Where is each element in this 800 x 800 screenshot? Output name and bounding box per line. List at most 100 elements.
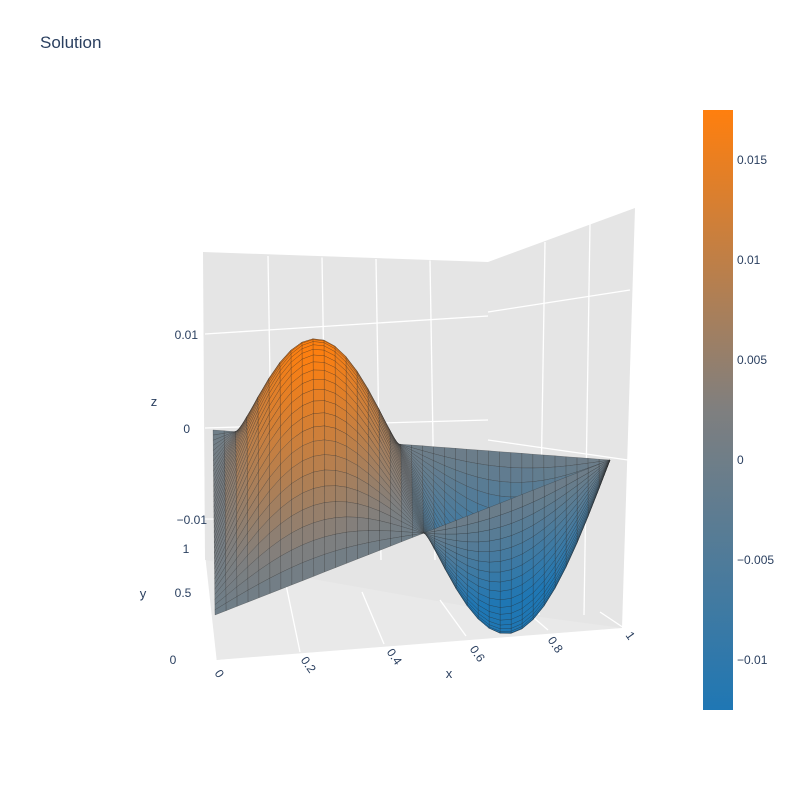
surface-cell <box>212 437 225 452</box>
surface-cell <box>213 454 225 482</box>
colorbar-tick-label: −0.01 <box>737 653 768 667</box>
surface-cell <box>312 361 325 371</box>
surface-cell <box>422 482 435 507</box>
surface-cell <box>235 459 248 493</box>
surface-cell <box>246 406 259 436</box>
z-axis-label: z <box>151 394 158 409</box>
surface-cell <box>312 349 325 356</box>
surface-cell <box>466 448 478 464</box>
x-tick-label: 0.8 <box>545 634 566 656</box>
colorbar-gradient <box>703 110 733 710</box>
surface-cell <box>335 470 347 488</box>
gridline-z <box>204 315 489 335</box>
surface-cell <box>346 516 358 533</box>
y-tick-label: 0.5 <box>175 586 192 600</box>
chart-title: Solution <box>40 33 102 52</box>
surface-cell <box>214 580 227 601</box>
surface-cell <box>236 554 249 578</box>
surface-cell <box>565 456 578 467</box>
surface-cell <box>214 552 226 580</box>
surface-cell <box>335 516 347 535</box>
surface-cell <box>488 550 501 563</box>
surface-cell <box>389 429 402 452</box>
surface-cell <box>247 492 259 524</box>
surface-cell <box>214 538 226 569</box>
surface-mesh[interactable] <box>212 338 611 634</box>
surface-cell <box>335 485 347 503</box>
surface-cell <box>477 449 489 466</box>
surface-cell <box>488 465 501 482</box>
surface-cell <box>214 602 227 616</box>
surface-cell <box>477 463 489 481</box>
surface-cell <box>532 453 545 469</box>
x-tick-label: 1 <box>623 629 638 643</box>
x-tick-label: 0.2 <box>298 654 319 676</box>
surface-cell <box>225 596 238 612</box>
colorbar-tick-label: 0 <box>737 453 744 467</box>
surface-cell <box>312 369 325 380</box>
surface-cell <box>488 479 501 497</box>
colorbar-tick-label: 0.005 <box>737 353 767 367</box>
colorbar-tick-label: −0.005 <box>737 553 774 567</box>
surface-cell <box>510 494 523 512</box>
surface-cell <box>324 517 336 538</box>
surface-cell <box>235 419 248 447</box>
gridline-x-back <box>583 223 591 616</box>
surface-cell <box>510 482 523 498</box>
x-tick-label: 0.4 <box>384 646 405 668</box>
surface-cell <box>433 493 446 517</box>
surface-cell <box>313 454 325 473</box>
surface-cell <box>499 451 512 468</box>
x-tick-label: 0.6 <box>467 643 488 665</box>
surface-cell <box>214 595 227 611</box>
surface-cell <box>357 517 369 532</box>
colorbar-tick-label: 0.015 <box>737 153 767 167</box>
surface-cell <box>356 421 369 445</box>
surface-cell <box>477 551 490 563</box>
surface-cell <box>313 502 325 524</box>
surface-cell <box>213 462 225 492</box>
surface-cell <box>212 440 225 457</box>
surface-cell <box>378 450 391 477</box>
gridline-z <box>487 439 629 461</box>
surface-cell <box>313 425 325 442</box>
surface-cell <box>324 425 336 442</box>
surface-cell <box>235 416 247 439</box>
surface-cell <box>499 481 512 498</box>
surface-cell <box>532 467 545 482</box>
colorbar-tick-label: 0.01 <box>737 253 761 267</box>
surface-cell <box>224 462 237 498</box>
surface-cell <box>488 589 501 601</box>
y-tick-label: 1 <box>183 542 190 556</box>
surface-cell <box>488 561 501 573</box>
z-tick-label: 0 <box>183 422 190 436</box>
z-tick-label: 0.01 <box>175 328 199 342</box>
gridline-z <box>487 289 631 313</box>
surface-cell <box>224 485 237 520</box>
surface-cell <box>346 501 358 518</box>
surface-cell <box>455 558 468 573</box>
surface-cell <box>510 452 523 469</box>
surface-cell <box>543 454 556 468</box>
surface-cell <box>324 469 336 487</box>
colorbar: −0.01 −0.005 0 0.005 0.01 0.015 <box>703 110 774 710</box>
surface-cell <box>521 453 534 469</box>
surface-cell <box>389 474 402 499</box>
surface-cell <box>477 560 490 573</box>
surface-cell <box>313 439 325 457</box>
surface-cell <box>335 501 347 518</box>
surface-cell <box>324 454 336 471</box>
surface-cell <box>324 412 336 429</box>
surface-cell <box>510 467 523 483</box>
surface-cell <box>224 432 236 454</box>
surface-cell <box>313 400 325 414</box>
surface-cell <box>554 455 567 468</box>
surface-cell <box>213 497 226 533</box>
surface-cell <box>213 492 226 528</box>
y-axis-label: y <box>140 586 147 601</box>
surface-cell <box>213 451 225 478</box>
surface-cell <box>324 501 336 520</box>
surface-cell <box>214 519 226 554</box>
surface-cell <box>236 510 248 542</box>
